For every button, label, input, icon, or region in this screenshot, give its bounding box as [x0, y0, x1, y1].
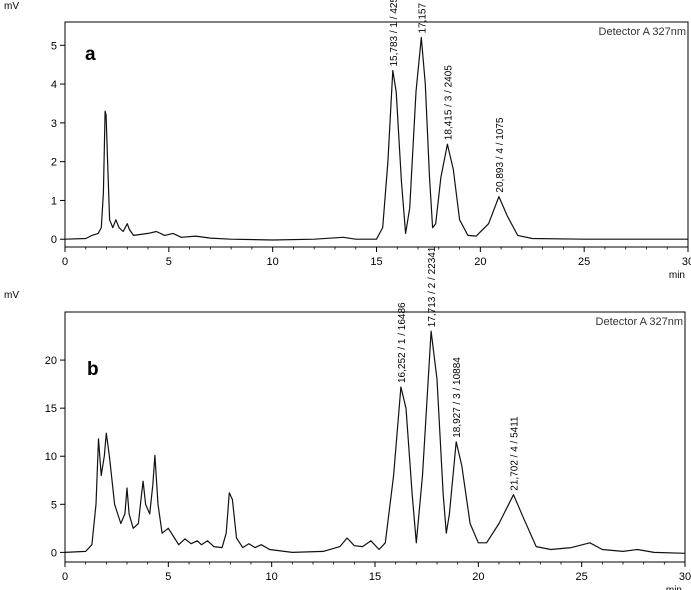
x-tick-label: 25 [578, 256, 590, 268]
x-tick-label: 30 [682, 256, 691, 268]
y-tick-label: 3 [51, 118, 57, 130]
y-unit-label: mV [4, 290, 19, 301]
chromatogram-trace [64, 36, 688, 241]
panel-a: 0 5 10 15 20 25 30 0 1 2 3 4 5 mV min Detector A 327nm a… [4, 0, 691, 281]
x-tick-label: 30 [679, 571, 691, 583]
y-tick-label: 5 [51, 40, 57, 52]
peak-label: 18,415 / 3 / 2405 [443, 65, 454, 141]
y-tick-label: 1 [51, 195, 57, 207]
x-tick-label: 15 [369, 571, 381, 583]
peak-label: 17,157 / 2 / 5117 [417, 0, 428, 34]
x-tick-label: 5 [165, 571, 171, 583]
x-tick-label: 0 [62, 571, 68, 583]
x-tick-label: 15 [370, 256, 382, 268]
peak-label: 15,783 / 1 / 4256 [389, 0, 400, 66]
chromatogram-trace [64, 330, 686, 554]
plot-frame [64, 21, 689, 248]
x-tick-label: 10 [266, 571, 278, 583]
y-tick-label: 2 [51, 157, 57, 169]
x-tick-label: 0 [62, 256, 68, 268]
panel-b: 0 5 10 15 20 25 30 0 5 10 15 20 mV min Detector A 327n… [4, 246, 691, 590]
detector-label: Detector A 327nm [596, 316, 683, 328]
y-tick-label: 0 [51, 547, 57, 559]
x-unit-label: min [669, 270, 685, 281]
x-tick-label: 5 [166, 256, 172, 268]
peak-label: 21,702 / 4 / 5411 [510, 416, 521, 491]
y-tick-label: 10 [45, 451, 57, 463]
peak-label: 17,713 / 2 / 22341 [427, 246, 438, 327]
y-unit-label: mV [4, 1, 19, 12]
x-tick-label: 20 [474, 256, 486, 268]
panel-label: b [87, 359, 99, 380]
x-tick-label: 10 [267, 256, 279, 268]
peak-label: 16,252 / 1 / 16486 [397, 302, 408, 383]
x-tick-label: 20 [472, 571, 484, 583]
y-tick-label: 4 [51, 79, 57, 91]
x-unit-label: min [666, 585, 682, 590]
y-tick-label: 15 [45, 403, 57, 415]
y-tick-label: 20 [45, 355, 57, 367]
panel-label: a [85, 44, 96, 65]
y-tick-label: 5 [51, 499, 57, 511]
peak-label: 20,893 / 4 / 1075 [495, 117, 506, 193]
plot-frame [64, 311, 686, 563]
y-tick-label: 0 [51, 234, 57, 246]
x-tick-label: 25 [576, 571, 588, 583]
detector-label: Detector A 327nm [599, 26, 686, 38]
peak-label: 18,927 / 3 / 10884 [452, 357, 463, 438]
